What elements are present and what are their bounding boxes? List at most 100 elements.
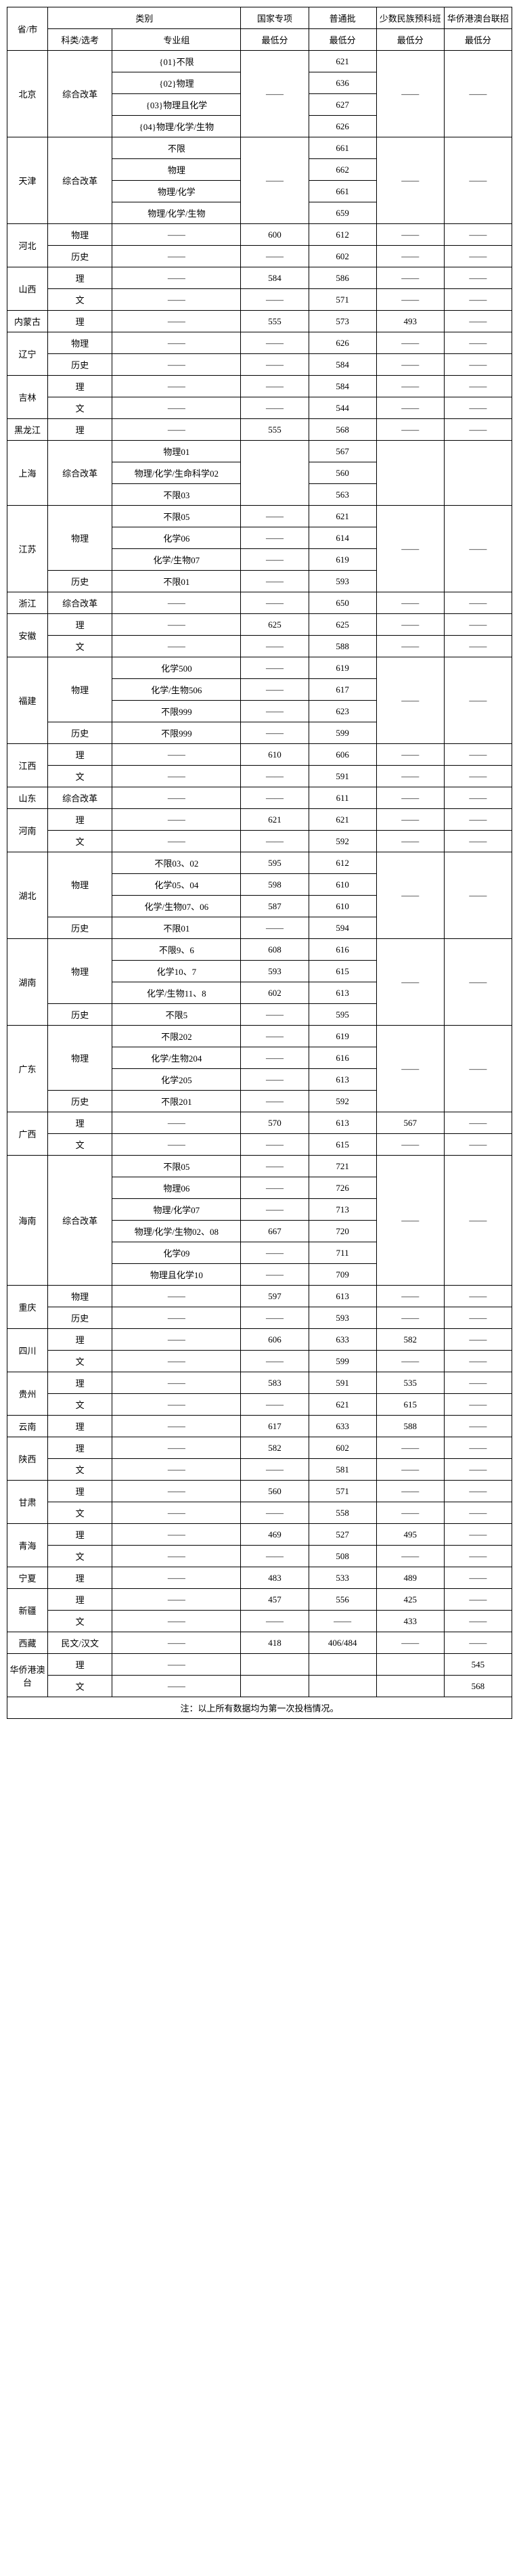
subject-cell: 历史: [48, 917, 112, 939]
national-score-cell: 608: [241, 939, 309, 961]
table-row: 文————591————: [7, 766, 512, 787]
national-score-cell: [241, 1654, 309, 1676]
group-cell: ——: [112, 246, 241, 267]
normal-score-cell: 613: [309, 1112, 376, 1134]
subject-cell: 历史: [48, 1307, 112, 1329]
group-cell: 物理/化学: [112, 181, 241, 202]
group-cell: {02}物理: [112, 72, 241, 94]
normal-score-cell: 623: [309, 701, 376, 722]
national-score-cell: ——: [241, 917, 309, 939]
normal-score-cell: 619: [309, 549, 376, 571]
province-cell: 贵州: [7, 1372, 48, 1416]
table-row: 文————581————: [7, 1459, 512, 1481]
normal-score-cell: 614: [309, 527, 376, 549]
th-national: 国家专项: [241, 7, 309, 29]
national-score-cell: ——: [241, 51, 309, 137]
normal-score-cell: 613: [309, 982, 376, 1004]
overseas-score-cell: ——: [444, 1632, 512, 1654]
subject-cell: 文: [48, 1546, 112, 1567]
minority-score-cell: ——: [376, 332, 444, 354]
province-cell: 福建: [7, 657, 48, 744]
national-score-cell: ——: [241, 1264, 309, 1286]
table-row: 河北物理——600612————: [7, 224, 512, 246]
province-cell: 湖南: [7, 939, 48, 1026]
table-row: 陕西理——582602————: [7, 1437, 512, 1459]
overseas-score-cell: ——: [444, 1026, 512, 1112]
province-cell: 内蒙古: [7, 311, 48, 332]
table-row: 历史————593————: [7, 1307, 512, 1329]
group-cell: ——: [112, 1307, 241, 1329]
normal-score-cell: 661: [309, 137, 376, 159]
group-cell: 化学/生物07: [112, 549, 241, 571]
normal-score-cell: 621: [309, 506, 376, 527]
national-score-cell: ——: [241, 376, 309, 397]
normal-score-cell: 621: [309, 1394, 376, 1416]
overseas-score-cell: ——: [444, 1459, 512, 1481]
table-row: 安徽理——625625————: [7, 614, 512, 636]
group-cell: {01}不限: [112, 51, 241, 72]
normal-score-cell: 612: [309, 852, 376, 874]
overseas-score-cell: ——: [444, 766, 512, 787]
overseas-score-cell: ——: [444, 51, 512, 137]
group-cell: 化学09: [112, 1242, 241, 1264]
national-score-cell: 597: [241, 1286, 309, 1307]
normal-score-cell: 621: [309, 51, 376, 72]
table-row: 辽宁物理————626————: [7, 332, 512, 354]
province-cell: 上海: [7, 441, 48, 506]
table-row: 内蒙古理——555573493——: [7, 311, 512, 332]
overseas-score-cell: ——: [444, 1394, 512, 1416]
subject-cell: 理: [48, 311, 112, 332]
overseas-score-cell: ——: [444, 592, 512, 614]
group-cell: ——: [112, 1459, 241, 1481]
national-score-cell: 555: [241, 311, 309, 332]
normal-score-cell: 626: [309, 116, 376, 137]
subject-cell: 理: [48, 1329, 112, 1351]
subject-cell: 文: [48, 831, 112, 852]
normal-score-cell: 591: [309, 766, 376, 787]
minority-score-cell: 582: [376, 1329, 444, 1351]
subject-cell: 综合改革: [48, 137, 112, 224]
subject-cell: 综合改革: [48, 51, 112, 137]
minority-score-cell: ——: [376, 1156, 444, 1286]
group-cell: 不限01: [112, 917, 241, 939]
national-score-cell: 555: [241, 419, 309, 441]
normal-score-cell: 527: [309, 1524, 376, 1546]
group-cell: ——: [112, 1589, 241, 1611]
national-score-cell: ——: [241, 527, 309, 549]
normal-score-cell: 726: [309, 1177, 376, 1199]
table-body: 北京综合改革{01}不限——621————{02}物理636{03}物理且化学6…: [7, 51, 512, 1697]
minority-score-cell: 433: [376, 1611, 444, 1632]
subject-cell: 综合改革: [48, 1156, 112, 1286]
normal-score-cell: 571: [309, 289, 376, 311]
province-cell: 云南: [7, 1416, 48, 1437]
overseas-score-cell: ——: [444, 787, 512, 809]
overseas-score-cell: ——: [444, 419, 512, 441]
province-cell: 甘肃: [7, 1481, 48, 1524]
national-score-cell: 570: [241, 1112, 309, 1134]
normal-score-cell: 625: [309, 614, 376, 636]
group-cell: 不限01: [112, 571, 241, 592]
minority-score-cell: ——: [376, 419, 444, 441]
normal-score-cell: [309, 1676, 376, 1697]
normal-score-cell: 617: [309, 679, 376, 701]
national-score-cell: ——: [241, 1351, 309, 1372]
normal-score-cell: 616: [309, 939, 376, 961]
subject-cell: 文: [48, 1611, 112, 1632]
group-cell: 不限: [112, 137, 241, 159]
th-min-1: 最低分: [241, 29, 309, 51]
table-row: 黑龙江理——555568————: [7, 419, 512, 441]
table-row: 文————621615——: [7, 1394, 512, 1416]
table-row: 广东物理不限202——619————: [7, 1026, 512, 1047]
normal-score-cell: 633: [309, 1416, 376, 1437]
group-cell: 物理/化学/生物: [112, 202, 241, 224]
group-cell: 化学05、04: [112, 874, 241, 896]
national-score-cell: 582: [241, 1437, 309, 1459]
subject-cell: 民文/汉文: [48, 1632, 112, 1654]
overseas-score-cell: ——: [444, 354, 512, 376]
normal-score-cell: 595: [309, 1004, 376, 1026]
minority-score-cell: ——: [376, 1026, 444, 1112]
minority-score-cell: ——: [376, 787, 444, 809]
group-cell: ——: [112, 1351, 241, 1372]
national-score-cell: ——: [241, 787, 309, 809]
table-row: 历史————584————: [7, 354, 512, 376]
